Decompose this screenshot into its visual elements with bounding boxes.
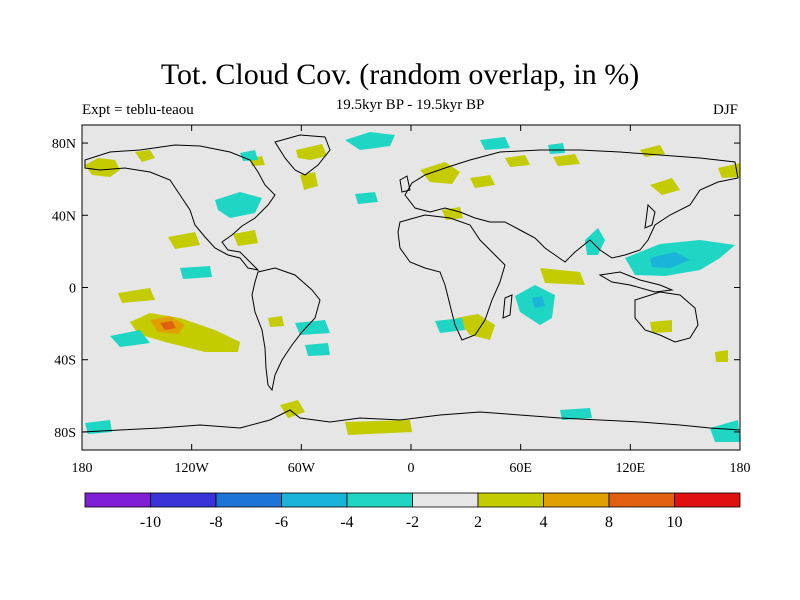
anomaly-patch <box>118 288 155 303</box>
coastline-madagascar <box>502 294 513 319</box>
anomaly-patch <box>470 175 495 188</box>
colorbar-label: 2 <box>474 514 482 531</box>
colorbar-swatch <box>543 492 610 508</box>
longitude-axis: 180 120W 60W 0 60E 120E 180 <box>72 125 751 476</box>
anomaly-patch <box>505 155 530 167</box>
anomaly-patch <box>718 163 740 178</box>
colorbar-swatch <box>674 492 741 508</box>
anomaly-patch <box>710 420 740 442</box>
anomaly-patch <box>160 321 176 330</box>
lon-tick-label: 120E <box>616 461 646 476</box>
lon-tick-label: 180 <box>730 461 751 476</box>
lon-tick-label: 0 <box>408 461 415 476</box>
coastline-africa <box>397 214 506 341</box>
coastline-australia <box>634 291 699 343</box>
colorbar-label: 10 <box>667 514 683 531</box>
anomaly-patch <box>548 143 565 154</box>
lat-tick-label: 0 <box>69 282 76 297</box>
colorbar-swatch <box>346 492 413 508</box>
anomaly-patch <box>85 158 120 177</box>
coastlines <box>82 134 740 433</box>
coastline-antarctica <box>82 409 740 433</box>
anomaly-patch <box>305 343 330 356</box>
coastline-north-america <box>84 144 276 271</box>
anomaly-patch <box>560 408 592 420</box>
anomaly-patch <box>355 192 378 204</box>
colorbar-swatch <box>412 492 479 508</box>
colorbar-swatch <box>150 492 217 508</box>
plot-title: Tot. Cloud Cov. (random overlap, in %) <box>160 58 640 91</box>
anomaly-patch <box>715 350 728 362</box>
anomaly-patch <box>110 330 150 347</box>
anomaly-patch <box>345 132 395 150</box>
colorbar-label: 4 <box>540 514 548 531</box>
anomaly-patch <box>180 266 212 279</box>
colorbar-label: 8 <box>605 514 613 531</box>
anomaly-patch <box>300 172 318 190</box>
lon-tick-label: 60W <box>288 461 316 476</box>
anomaly-patch <box>650 252 690 268</box>
anomaly-patch <box>268 316 284 327</box>
anomaly-patch <box>540 268 585 285</box>
colorbar: -10 -8 -6 -4 -2 2 4 8 10 <box>84 492 741 531</box>
anomaly-patch <box>280 400 305 418</box>
map-background <box>82 125 740 450</box>
colorbar-swatch <box>215 492 282 508</box>
lon-tick-label: 180 <box>72 461 93 476</box>
experiment-label: Expt = teblu-teaou <box>82 102 194 118</box>
anomaly-patch <box>168 232 200 249</box>
lat-tick-label: 80S <box>54 426 76 441</box>
colorbar-swatch <box>477 492 544 508</box>
anomaly-patch <box>233 230 258 246</box>
coastline-japan <box>644 203 656 229</box>
lon-tick-label: 120W <box>175 461 210 476</box>
lat-tick-label: 80N <box>52 137 76 152</box>
anomaly-patch <box>345 420 412 435</box>
coastline-greenland <box>274 134 331 176</box>
colorbar-label: -10 <box>140 514 161 531</box>
coastline-eurasia <box>404 149 739 263</box>
anomaly-patch <box>442 207 463 220</box>
anomaly-patch <box>295 320 330 335</box>
anomaly-patch <box>215 192 262 218</box>
lat-tick-label: 40N <box>52 209 76 224</box>
colorbar-swatch <box>281 492 348 508</box>
anomaly-patch <box>553 154 580 166</box>
latitude-axis: 80N 40N 0 40S 80S <box>52 137 740 441</box>
anomaly-patch <box>135 150 155 162</box>
colorbar-label: -2 <box>406 514 419 531</box>
colorbar-swatch <box>608 492 675 508</box>
lat-tick-label: 40S <box>54 354 76 369</box>
colorbar-label: -8 <box>209 514 222 531</box>
anomaly-patch <box>585 228 605 255</box>
anomaly-patch <box>532 296 545 308</box>
anomaly-patch <box>650 178 680 195</box>
coastline-indonesia <box>598 271 674 293</box>
colorbar-label: -6 <box>275 514 288 531</box>
anomaly-patch <box>650 320 672 333</box>
colorbar-swatch <box>84 492 151 508</box>
lon-tick-label: 60E <box>509 461 532 476</box>
colorbar-label: -4 <box>340 514 353 531</box>
anomaly-patch <box>480 137 510 150</box>
anomaly-patch <box>296 144 327 160</box>
season-label: DJF <box>712 102 738 118</box>
plot-subtitle: 19.5kyr BP - 19.5kyr BP <box>335 97 485 113</box>
anomaly-patch <box>420 162 460 184</box>
coastline-uk <box>399 175 411 193</box>
coastline-south-america <box>251 267 321 392</box>
